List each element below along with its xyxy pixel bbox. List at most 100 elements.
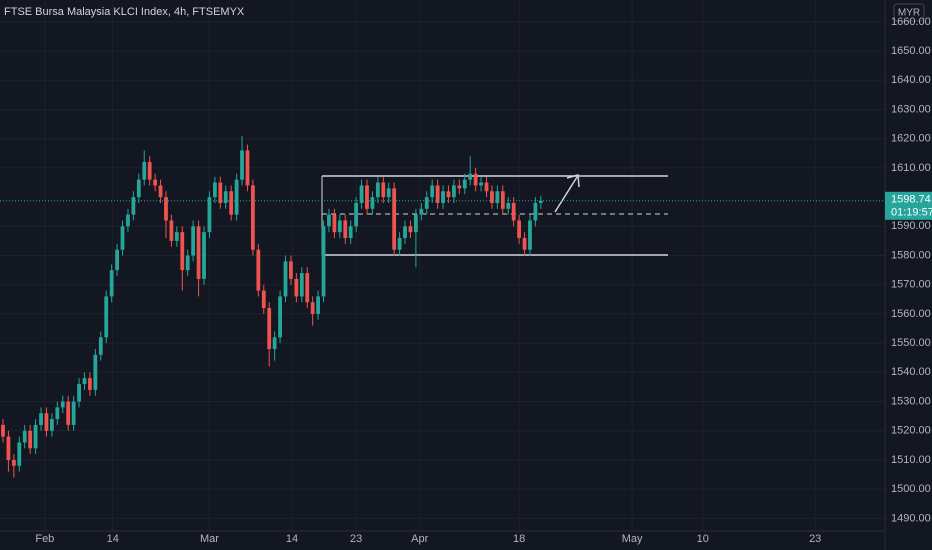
- candle-body: [82, 378, 87, 385]
- candle-body: [495, 191, 500, 203]
- candle-body: [11, 459, 16, 466]
- candle-body: [49, 419, 54, 431]
- y-tick-label: 1570.00: [891, 279, 931, 291]
- arrow-head: [566, 174, 580, 188]
- candle-body: [310, 302, 315, 314]
- candle-body: [212, 182, 217, 198]
- candle-body: [305, 273, 310, 303]
- candle-body: [202, 232, 206, 279]
- candle-body: [256, 249, 261, 291]
- y-tick-label: 1560.00: [891, 308, 931, 320]
- candle-body: [66, 401, 71, 425]
- candle-body: [240, 150, 244, 180]
- x-tick-label: 18: [513, 533, 525, 545]
- candle-body: [196, 226, 201, 279]
- candle-body: [321, 226, 326, 297]
- x-tick-label: Feb: [35, 533, 54, 545]
- x-tick-label: Mar: [200, 533, 219, 545]
- candle-body: [180, 232, 185, 271]
- candle-body: [408, 226, 413, 233]
- candle-body: [272, 337, 277, 349]
- candle-body: [490, 191, 494, 203]
- candle-body: [424, 197, 429, 209]
- candle-body: [22, 430, 27, 443]
- candle-body: [316, 296, 320, 314]
- candle-body: [533, 202, 538, 221]
- candle-body: [33, 424, 38, 449]
- y-tick-label: 1650.00: [891, 45, 931, 57]
- candle-body: [397, 238, 402, 250]
- candle-body: [218, 182, 223, 203]
- arrow: [554, 176, 578, 213]
- candle-body: [115, 249, 119, 271]
- candle-body: [452, 185, 456, 198]
- candle-body: [457, 185, 462, 189]
- candle-body: [332, 214, 337, 233]
- candle-body: [365, 185, 369, 209]
- y-tick-label: 1540.00: [891, 366, 931, 378]
- candle-body: [441, 191, 445, 203]
- candle-body: [479, 182, 483, 186]
- y-tick-label: 1510.00: [891, 454, 931, 466]
- candle-body: [327, 214, 331, 227]
- candle-body: [446, 191, 451, 198]
- candle-body: [522, 238, 527, 250]
- candle-body: [120, 226, 125, 250]
- y-tick-label: 1490.00: [891, 512, 931, 524]
- candle-body: [430, 185, 435, 198]
- candle-body: [337, 220, 342, 233]
- candle-body: [511, 202, 516, 221]
- candle-body: [71, 401, 76, 425]
- y-tick-label: 1660.00: [891, 16, 931, 28]
- candle-body: [191, 226, 196, 256]
- countdown: 01:19:57: [891, 207, 932, 219]
- x-tick-label: May: [622, 533, 643, 545]
- candle-body: [93, 354, 98, 390]
- candle-body: [153, 179, 158, 186]
- candle-body: [299, 273, 304, 297]
- y-tick-label: 1620.00: [891, 133, 931, 145]
- candle-body: [17, 442, 22, 466]
- candle-body: [98, 337, 103, 355]
- candle-body: [77, 384, 81, 402]
- candle-body: [484, 182, 489, 192]
- x-tick-label: 23: [350, 533, 362, 545]
- candle-body: [468, 173, 473, 180]
- candle-body: [294, 278, 299, 297]
- candle-body: [517, 220, 522, 239]
- candle-body: [28, 430, 33, 449]
- candle-body: [126, 214, 130, 227]
- candle-body: [261, 290, 266, 309]
- candle-body: [435, 185, 440, 203]
- candle-body: [1, 424, 5, 437]
- currency: MYR: [898, 8, 920, 19]
- candle-body: [245, 150, 250, 186]
- candle-body: [419, 208, 424, 215]
- candle-body: [359, 185, 364, 203]
- candle-body: [88, 378, 92, 390]
- x-tick-label: 23: [809, 533, 821, 545]
- candle-body: [147, 162, 152, 180]
- candle-body: [234, 179, 239, 215]
- x-tick-label: 10: [697, 533, 709, 545]
- y-tick-label: 1590.00: [891, 220, 931, 232]
- grid: [0, 0, 885, 532]
- candle-body: [185, 255, 190, 271]
- candle-body: [473, 173, 478, 186]
- candle-body: [462, 179, 467, 189]
- candle-body: [538, 200, 543, 203]
- candle-body: [392, 188, 397, 250]
- candle-body: [506, 202, 511, 209]
- candle-body: [386, 188, 391, 198]
- y-tick-label: 1500.00: [891, 483, 931, 495]
- y-tick-label: 1640.00: [891, 74, 931, 86]
- candle-body: [55, 407, 60, 420]
- candle-body: [343, 220, 348, 239]
- candle-body: [44, 413, 49, 431]
- candle-body: [136, 179, 141, 198]
- x-tick-label: 14: [107, 533, 119, 545]
- candle-body: [207, 197, 212, 233]
- last-price-label: 1598.74: [891, 194, 931, 206]
- candle-body: [500, 191, 505, 209]
